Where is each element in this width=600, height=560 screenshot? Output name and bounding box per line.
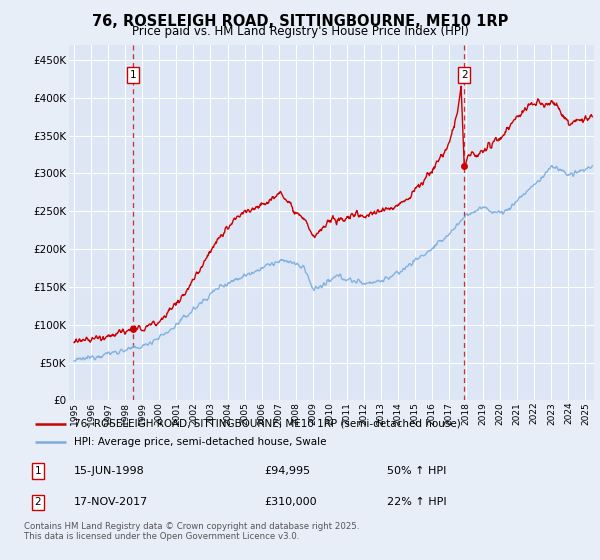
Text: 50% ↑ HPI: 50% ↑ HPI bbox=[387, 466, 446, 476]
Text: 2: 2 bbox=[35, 497, 41, 507]
Text: £94,995: £94,995 bbox=[264, 466, 310, 476]
Text: 1: 1 bbox=[35, 466, 41, 476]
Text: Price paid vs. HM Land Registry's House Price Index (HPI): Price paid vs. HM Land Registry's House … bbox=[131, 25, 469, 38]
Text: 2: 2 bbox=[461, 70, 467, 80]
Text: 17-NOV-2017: 17-NOV-2017 bbox=[74, 497, 148, 507]
Text: £310,000: £310,000 bbox=[264, 497, 317, 507]
Text: Contains HM Land Registry data © Crown copyright and database right 2025.
This d: Contains HM Land Registry data © Crown c… bbox=[24, 522, 359, 542]
Text: 22% ↑ HPI: 22% ↑ HPI bbox=[387, 497, 446, 507]
Text: 76, ROSELEIGH ROAD, SITTINGBOURNE, ME10 1RP (semi-detached house): 76, ROSELEIGH ROAD, SITTINGBOURNE, ME10 … bbox=[74, 419, 461, 429]
Text: 76, ROSELEIGH ROAD, SITTINGBOURNE, ME10 1RP: 76, ROSELEIGH ROAD, SITTINGBOURNE, ME10 … bbox=[92, 14, 508, 29]
Text: 1: 1 bbox=[130, 70, 136, 80]
Text: HPI: Average price, semi-detached house, Swale: HPI: Average price, semi-detached house,… bbox=[74, 437, 327, 447]
Text: 15-JUN-1998: 15-JUN-1998 bbox=[74, 466, 145, 476]
